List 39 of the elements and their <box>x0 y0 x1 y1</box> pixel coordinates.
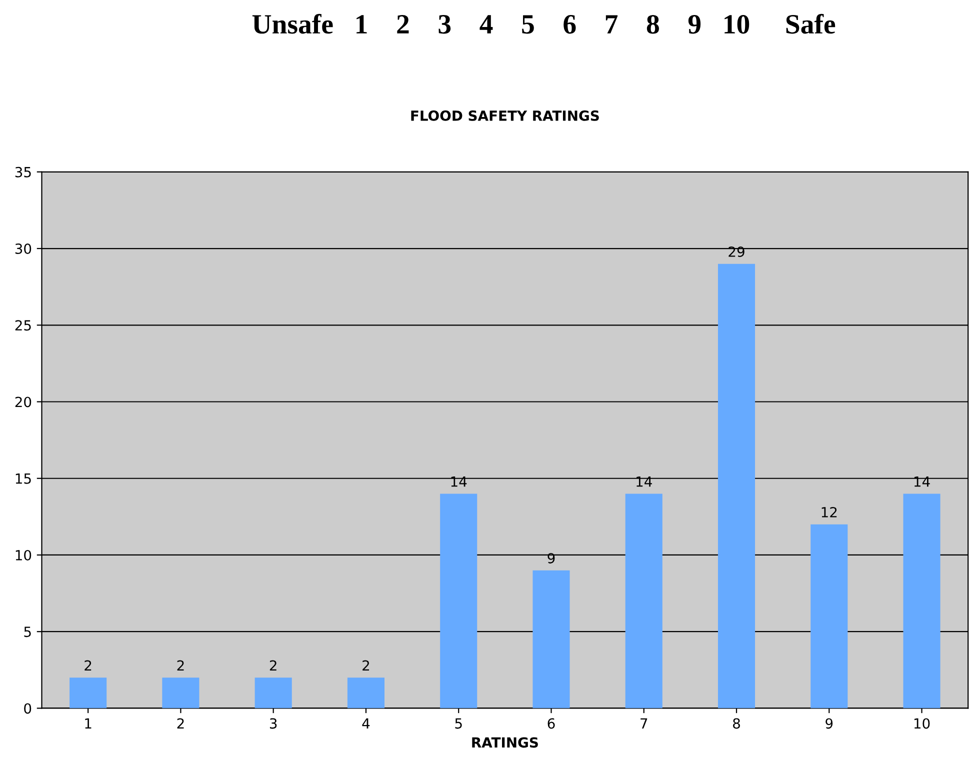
y-tick-label: 20 <box>15 396 32 408</box>
x-tick-label: 2 <box>177 718 184 729</box>
y-tick-label: 10 <box>16 550 32 560</box>
x-tick-label: 7 <box>640 718 648 729</box>
chart-title: FLOOD SAFETY RATINGS <box>411 110 599 121</box>
x-tick-label: 4 <box>362 718 370 729</box>
bar <box>440 494 478 708</box>
data-label: 12 <box>822 506 837 518</box>
x-tick-label: 5 <box>455 718 462 729</box>
y-tick-label: 0 <box>24 703 32 714</box>
bar <box>254 678 292 708</box>
data-label: 2 <box>270 660 276 671</box>
data-label: 2 <box>177 660 184 671</box>
y-tick-label: 30 <box>15 243 32 254</box>
data-label: 14 <box>914 476 930 487</box>
data-label: 14 <box>636 476 652 487</box>
bar <box>903 494 940 708</box>
bar <box>162 678 200 708</box>
bar <box>718 264 756 708</box>
bar <box>810 524 848 708</box>
bar <box>347 678 384 708</box>
x-tick-label: 9 <box>826 718 833 729</box>
y-tick-label: 15 <box>16 474 31 484</box>
y-tick-label: 5 <box>24 626 31 638</box>
bar <box>625 494 662 708</box>
bar <box>532 570 570 708</box>
data-label: 14 <box>451 476 467 487</box>
data-label: 2 <box>362 660 369 671</box>
bar <box>70 678 107 708</box>
y-tick-label: 35 <box>15 166 31 178</box>
x-tick-label: 10 <box>914 718 930 729</box>
text: Unsafe 1 2 3 4 5 6 7 8 9 10 Safe <box>252 14 836 34</box>
x-tick-label: 3 <box>270 718 277 729</box>
y-tick-label: 25 <box>15 320 31 331</box>
x-tick-label: 8 <box>733 718 740 729</box>
data-label: 2 <box>84 660 92 671</box>
x-axis-title: RATINGS <box>472 737 538 748</box>
x-tick-label: 1 <box>85 718 92 729</box>
x-tick-label: 6 <box>548 718 555 729</box>
